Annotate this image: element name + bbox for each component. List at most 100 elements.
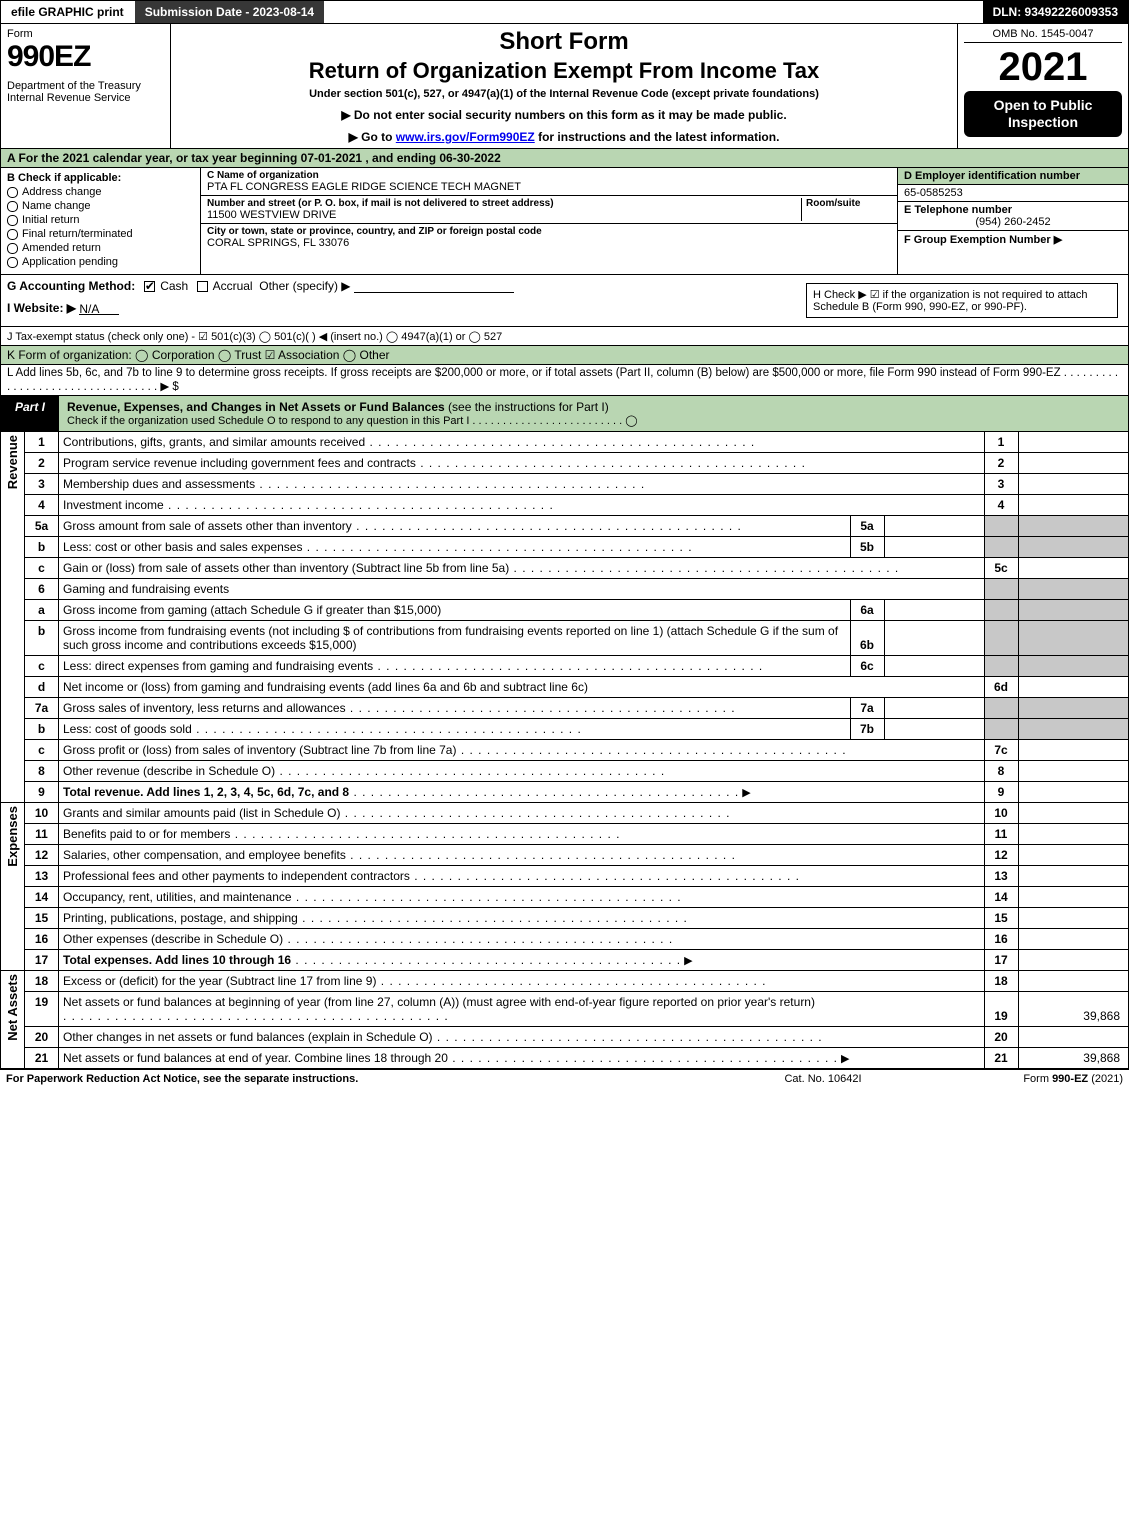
line-num: b (25, 537, 59, 558)
line-num: 5a (25, 516, 59, 537)
grey-cell (1018, 579, 1128, 600)
line-rnum: 5c (984, 558, 1018, 579)
chk-label: Final return/terminated (22, 228, 133, 240)
line-value (1018, 558, 1128, 579)
expenses-section-label: Expenses (5, 806, 20, 867)
table-row: 16 Other expenses (describe in Schedule O… (1, 929, 1128, 950)
chk-application-pending[interactable]: Application pending (7, 256, 194, 268)
street-cell: Number and street (or P. O. box, if mail… (201, 196, 897, 224)
chk-label: Amended return (22, 242, 101, 254)
mid-value (884, 698, 984, 719)
line-desc: Grants and similar amounts paid (list in… (63, 806, 340, 820)
line-num: b (25, 719, 59, 740)
checkbox-icon (7, 243, 18, 254)
table-row: 20Other changes in net assets or fund ba… (1, 1027, 1128, 1048)
chk-address-change[interactable]: Address change (7, 186, 194, 198)
grey-cell (984, 698, 1018, 719)
line-value: 39,868 (1018, 992, 1128, 1027)
note-ssn: ▶ Do not enter social security numbers o… (183, 108, 945, 122)
efile-print-button[interactable]: efile GRAPHIC print (1, 1, 135, 23)
note2-prefix: ▶ Go to (349, 130, 396, 144)
line-num: 16 (25, 929, 59, 950)
city-value: CORAL SPRINGS, FL 33076 (207, 237, 891, 249)
part1-table: Revenue 1Contributions, gifts, grants, a… (1, 432, 1128, 1069)
omb-number: OMB No. 1545-0047 (964, 28, 1122, 43)
line-num: 21 (25, 1048, 59, 1069)
chk-label: Initial return (22, 214, 79, 226)
other-specify-input[interactable] (354, 280, 514, 293)
line-num: 4 (25, 495, 59, 516)
line-num: c (25, 558, 59, 579)
line-num: c (25, 740, 59, 761)
footer-center: Cat. No. 10642I (723, 1073, 923, 1085)
box-c: C Name of organization PTA FL CONGRESS E… (201, 168, 898, 274)
chk-final-return[interactable]: Final return/terminated (7, 228, 194, 240)
line-num: 9 (25, 782, 59, 803)
group-exemption: F Group Exemption Number ▶ (898, 231, 1128, 248)
form-word: Form (7, 28, 164, 40)
grey-cell (984, 656, 1018, 677)
city-cell: City or town, state or province, country… (201, 224, 897, 251)
line-num: b (25, 621, 59, 656)
row-l-gross-receipts: L Add lines 5b, 6c, and 7b to line 9 to … (1, 365, 1128, 396)
checkbox-icon (7, 257, 18, 268)
line-rnum: 9 (984, 782, 1018, 803)
h-check: H Check ▶ ☑ if the organization is not r… (806, 283, 1118, 318)
part1-header: Part I Revenue, Expenses, and Changes in… (1, 396, 1128, 432)
table-row: 9Total revenue. Add lines 1, 2, 3, 4, 5c… (1, 782, 1128, 803)
chk-initial-return[interactable]: Initial return (7, 214, 194, 226)
row-k-org-form: K Form of organization: ◯ Corporation ◯ … (1, 346, 1128, 365)
line-value (1018, 761, 1128, 782)
table-row: 15Printing, publications, postage, and s… (1, 908, 1128, 929)
line-num: 6 (25, 579, 59, 600)
mid-value (884, 516, 984, 537)
table-row: cLess: direct expenses from gaming and f… (1, 656, 1128, 677)
line-desc: Gross income from gaming (attach Schedul… (63, 603, 441, 617)
line-desc: Gaming and fundraising events (63, 582, 229, 596)
line-rnum: 8 (984, 761, 1018, 782)
grey-cell (984, 516, 1018, 537)
chk-name-change[interactable]: Name change (7, 200, 194, 212)
line-rnum: 18 (984, 971, 1018, 992)
line-num: 13 (25, 866, 59, 887)
tax-year: 2021 (964, 47, 1122, 87)
mid-value (884, 656, 984, 677)
table-row: Revenue 1Contributions, gifts, grants, a… (1, 432, 1128, 453)
line-value (1018, 495, 1128, 516)
line-value (1018, 866, 1128, 887)
line-desc: Salaries, other compensation, and employ… (63, 848, 346, 862)
table-row: 5aGross amount from sale of assets other… (1, 516, 1128, 537)
submission-date-label: Submission Date - 2023-08-14 (135, 1, 325, 23)
line-num: a (25, 600, 59, 621)
return-title: Return of Organization Exempt From Incom… (183, 58, 945, 84)
checkbox-icon (7, 215, 18, 226)
mid-num: 7b (850, 719, 884, 740)
chk-amended-return[interactable]: Amended return (7, 242, 194, 254)
checkbox-cash[interactable] (144, 281, 155, 292)
line-rnum: 3 (984, 474, 1018, 495)
table-row: 4Investment income4 (1, 495, 1128, 516)
line-rnum: 10 (984, 803, 1018, 824)
mid-num: 6b (850, 621, 884, 656)
line-rnum: 2 (984, 453, 1018, 474)
line-num: 10 (25, 803, 59, 824)
checkbox-accrual[interactable] (197, 281, 208, 292)
mid-value (884, 621, 984, 656)
irs-link[interactable]: www.irs.gov/Form990EZ (396, 130, 535, 144)
line-value (1018, 887, 1128, 908)
table-row: cGross profit or (loss) from sales of in… (1, 740, 1128, 761)
table-row: bLess: cost of goods sold7b (1, 719, 1128, 740)
line-desc: Less: cost or other basis and sales expe… (63, 540, 302, 554)
line-value (1018, 740, 1128, 761)
table-row: 13 Professional fees and other payments t… (1, 866, 1128, 887)
line-desc: Other expenses (describe in Schedule O) (63, 932, 283, 946)
line-value (1018, 677, 1128, 698)
line-desc: Investment income (63, 498, 164, 512)
i-label: I Website: ▶ (7, 301, 76, 315)
line-rnum: 21 (984, 1048, 1018, 1069)
grey-cell (984, 537, 1018, 558)
form-header: Form 990EZ Department of the Treasury In… (1, 24, 1128, 149)
line-desc: Professional fees and other payments to … (63, 869, 410, 883)
mid-num: 6a (850, 600, 884, 621)
grey-cell (984, 719, 1018, 740)
